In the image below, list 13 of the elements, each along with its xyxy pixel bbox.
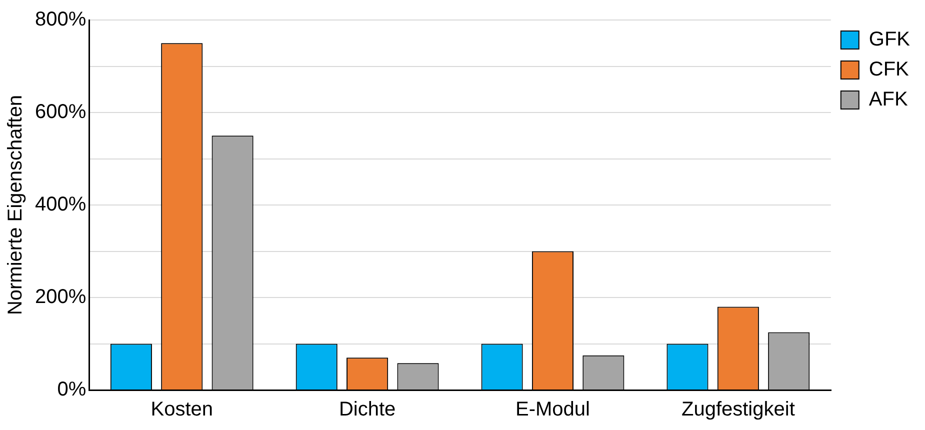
legend-label: GFK xyxy=(868,28,911,51)
y-tick-label: 400% xyxy=(34,194,86,216)
legend-label: CFK xyxy=(868,58,910,81)
legend-label: AFK xyxy=(868,88,908,111)
x-tick-label: Kosten xyxy=(150,398,213,421)
x-tick-label: Dichte xyxy=(338,398,396,421)
y-tick-label: 0% xyxy=(57,378,86,401)
y-axis-title: Normierte Eigenschaften xyxy=(4,94,27,316)
x-tick-label: E-Modul xyxy=(515,398,590,421)
y-tick-label: 600% xyxy=(34,101,86,124)
y-tick-label: 200% xyxy=(34,286,86,308)
x-tick-label: Zugfestigkeit xyxy=(681,398,796,421)
y-tick-label: 800% xyxy=(34,8,86,31)
